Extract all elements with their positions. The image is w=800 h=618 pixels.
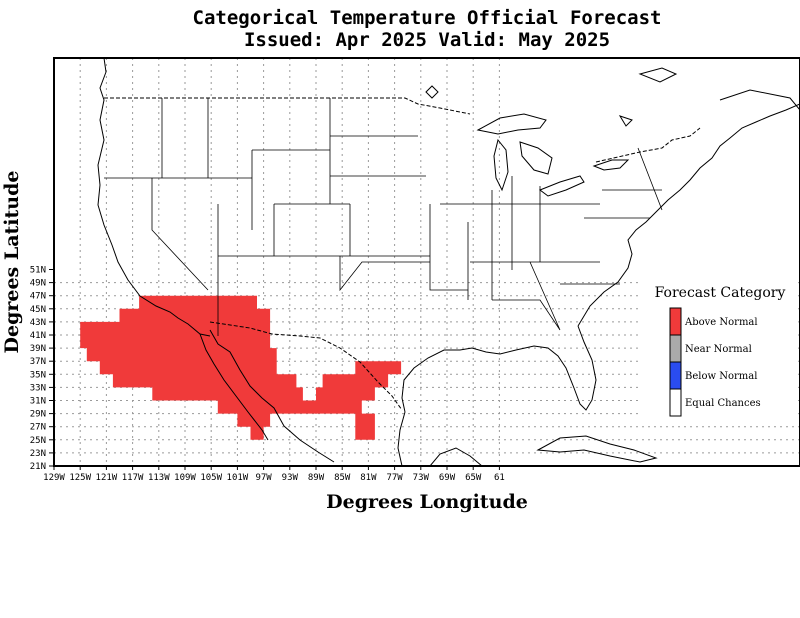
longitude-ticks: 129W 125W 121W 117W 113W 109W 105W 101W 97W 93W 89…	[43, 466, 505, 483]
lat-tick-label: 31N	[30, 397, 46, 407]
lat-tick-label: 29N	[30, 410, 46, 420]
lat-tick-label: 47N	[30, 292, 46, 302]
lon-tick-label: 89W	[308, 473, 325, 483]
lat-tick-label: 33N	[30, 383, 46, 393]
lon-tick-label: 109W	[174, 473, 196, 483]
cuba-coastline	[536, 435, 658, 463]
legend-swatch-equal-chances	[669, 388, 682, 417]
y-axis-title: Degrees Latitude	[1, 171, 23, 354]
legend-swatch-near-normal	[669, 334, 682, 363]
legend-label-near-normal: Near Normal	[685, 344, 752, 355]
lat-tick-label: 35N	[30, 370, 46, 380]
legend-label-above-normal: Above Normal	[684, 317, 758, 328]
lat-tick-label: 45N	[30, 305, 46, 315]
lake-michigan	[493, 138, 509, 192]
lat-tick-label: 43N	[30, 318, 46, 328]
legend-label-below-normal: Below Normal	[685, 371, 757, 382]
lake-huron	[519, 141, 553, 175]
lon-tick-label: 85W	[334, 473, 351, 483]
lon-tick-label: 129W	[43, 473, 65, 483]
lat-tick-label: 51N	[30, 266, 46, 276]
lon-tick-label: 65W	[465, 473, 482, 483]
lon-tick-label: 97W	[255, 473, 272, 483]
lon-tick-label: 93W	[282, 473, 299, 483]
above-normal-region	[80, 295, 402, 440]
forecast-shading	[80, 295, 402, 440]
us-mexico-border	[209, 321, 403, 411]
map-title-line-1: Categorical Temperature Official Forecas…	[193, 7, 662, 29]
lon-tick-label: 77W	[386, 473, 403, 483]
map-panel	[53, 57, 800, 467]
lon-tick-label: 101W	[227, 473, 249, 483]
pacific-coastline	[97, 58, 211, 337]
lat-tick-label: 41N	[30, 331, 46, 341]
lake-ontario	[592, 159, 630, 171]
state-boundaries	[104, 98, 663, 336]
lake-erie	[538, 175, 585, 197]
map-frame	[53, 57, 800, 467]
mexico-west-coastline	[199, 329, 335, 463]
x-axis-title: Degrees Longitude	[326, 491, 528, 513]
latitude-ticks: 51N 49N 47N 45N 43N 41N 39N 37N 35N 33N 31N 29N 27N 2…	[30, 266, 54, 472]
lon-tick-label: 105W	[200, 473, 222, 483]
lon-tick-label: 69W	[439, 473, 456, 483]
legend-title: Forecast Category	[655, 285, 786, 301]
legend-swatch-above-normal	[669, 307, 682, 336]
canada-coast-details	[425, 67, 800, 127]
lat-tick-label: 37N	[30, 357, 46, 367]
legend: Forecast Category Above Normal Near Norma…	[640, 280, 798, 420]
lon-tick-label: 73W	[413, 473, 430, 483]
atlantic-coastline	[577, 103, 800, 327]
lon-tick-label: 61	[494, 473, 505, 483]
lon-tick-label: 125W	[69, 473, 91, 483]
mexico-east-coastline	[397, 411, 483, 466]
legend-background	[640, 280, 798, 420]
lat-tick-label: 27N	[30, 423, 46, 433]
map-title-line-2: Issued: Apr 2025 Valid: May 2025	[244, 29, 610, 51]
legend-label-equal-chances: Equal Chances	[685, 398, 761, 409]
lon-tick-label: 113W	[148, 473, 170, 483]
lon-tick-label: 117W	[122, 473, 144, 483]
lat-tick-label: 21N	[30, 462, 46, 472]
legend-swatch-below-normal	[669, 361, 682, 390]
lat-tick-label: 25N	[30, 436, 46, 446]
lat-tick-label: 23N	[30, 449, 46, 459]
gulf-coastline	[401, 325, 597, 413]
lon-tick-label: 121W	[96, 473, 118, 483]
basemap-outlines	[97, 58, 800, 466]
lat-tick-label: 39N	[30, 344, 46, 354]
lake-superior	[476, 113, 547, 135]
lon-tick-label: 81W	[360, 473, 377, 483]
lat-tick-label: 49N	[30, 279, 46, 289]
us-canada-border	[104, 97, 701, 163]
